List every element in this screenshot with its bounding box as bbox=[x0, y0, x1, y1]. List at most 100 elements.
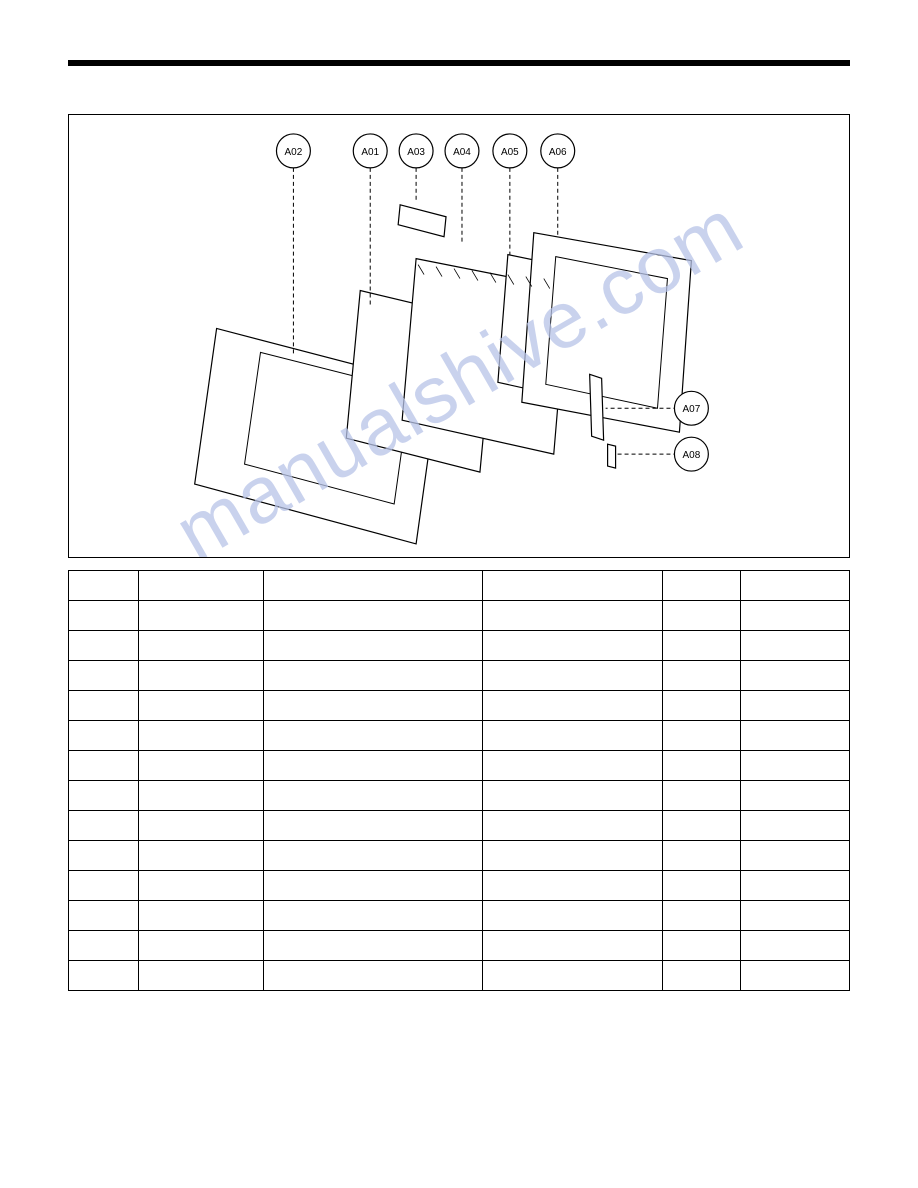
cell bbox=[69, 691, 139, 721]
cell bbox=[139, 691, 264, 721]
cell bbox=[482, 781, 662, 811]
cell bbox=[264, 661, 483, 691]
callout-label-A03: A03 bbox=[407, 147, 425, 158]
cell bbox=[662, 601, 740, 631]
cell bbox=[139, 751, 264, 781]
col-header-rmk3 bbox=[740, 571, 849, 601]
table-row bbox=[69, 751, 850, 781]
cell bbox=[139, 781, 264, 811]
cell bbox=[662, 781, 740, 811]
cell bbox=[69, 781, 139, 811]
cell bbox=[482, 601, 662, 631]
cell bbox=[139, 841, 264, 871]
cell bbox=[740, 601, 849, 631]
cell bbox=[482, 631, 662, 661]
table-row bbox=[69, 661, 850, 691]
cell bbox=[139, 901, 264, 931]
cell bbox=[740, 631, 849, 661]
cell bbox=[69, 961, 139, 991]
cell bbox=[662, 721, 740, 751]
cell bbox=[740, 751, 849, 781]
cell bbox=[264, 751, 483, 781]
cell bbox=[264, 811, 483, 841]
cell bbox=[482, 841, 662, 871]
cell bbox=[740, 931, 849, 961]
callout-label-A04: A04 bbox=[453, 147, 471, 158]
cell bbox=[740, 811, 849, 841]
col-header-desc bbox=[264, 571, 483, 601]
cell bbox=[482, 661, 662, 691]
col-header-part bbox=[139, 571, 264, 601]
cell bbox=[264, 841, 483, 871]
table-row bbox=[69, 871, 850, 901]
cell bbox=[139, 811, 264, 841]
cell bbox=[139, 661, 264, 691]
callout-label-A06: A06 bbox=[549, 147, 567, 158]
cell bbox=[69, 811, 139, 841]
cell bbox=[740, 841, 849, 871]
cell bbox=[662, 751, 740, 781]
cell bbox=[662, 841, 740, 871]
cell bbox=[740, 871, 849, 901]
latch-lever bbox=[590, 374, 604, 440]
cell bbox=[264, 631, 483, 661]
cell bbox=[482, 811, 662, 841]
cell bbox=[482, 931, 662, 961]
cell bbox=[264, 961, 483, 991]
parts-list-table bbox=[68, 570, 850, 991]
cell bbox=[139, 961, 264, 991]
table-row bbox=[69, 691, 850, 721]
cell bbox=[662, 691, 740, 721]
col-header-rmk2 bbox=[662, 571, 740, 601]
bracket bbox=[398, 205, 446, 237]
cell bbox=[139, 721, 264, 751]
table-row bbox=[69, 931, 850, 961]
cell bbox=[264, 871, 483, 901]
table-row bbox=[69, 961, 850, 991]
cell bbox=[740, 961, 849, 991]
table-row bbox=[69, 601, 850, 631]
col-header-rmk1 bbox=[482, 571, 662, 601]
table-row bbox=[69, 811, 850, 841]
cell bbox=[662, 931, 740, 961]
cell bbox=[69, 931, 139, 961]
cell bbox=[69, 721, 139, 751]
door-inner-frame-cutout bbox=[546, 257, 668, 409]
cell bbox=[662, 661, 740, 691]
cell bbox=[69, 901, 139, 931]
cell bbox=[139, 601, 264, 631]
cell bbox=[69, 661, 139, 691]
cell bbox=[740, 781, 849, 811]
callout-label-A07: A07 bbox=[683, 404, 701, 415]
cell bbox=[482, 691, 662, 721]
cell bbox=[740, 661, 849, 691]
table-row bbox=[69, 721, 850, 751]
cell bbox=[740, 901, 849, 931]
cell bbox=[69, 601, 139, 631]
table-row bbox=[69, 901, 850, 931]
cell bbox=[69, 871, 139, 901]
header-rule bbox=[68, 60, 850, 66]
callout-label-A02: A02 bbox=[285, 147, 303, 158]
table-row bbox=[69, 631, 850, 661]
col-header-loc bbox=[69, 571, 139, 601]
cell bbox=[69, 751, 139, 781]
cell bbox=[264, 691, 483, 721]
cell bbox=[264, 721, 483, 751]
cell bbox=[264, 901, 483, 931]
cell bbox=[482, 871, 662, 901]
cell bbox=[740, 721, 849, 751]
table-row bbox=[69, 781, 850, 811]
cell bbox=[482, 751, 662, 781]
cell bbox=[482, 961, 662, 991]
callout-label-A05: A05 bbox=[501, 147, 519, 158]
cell bbox=[482, 901, 662, 931]
cell bbox=[139, 631, 264, 661]
diagram-svg: A02A01A03A04A05A06A07A08 bbox=[69, 115, 849, 558]
cell bbox=[662, 871, 740, 901]
cell bbox=[139, 931, 264, 961]
cell bbox=[482, 721, 662, 751]
cell bbox=[740, 691, 849, 721]
cell bbox=[69, 631, 139, 661]
callout-label-A08: A08 bbox=[683, 450, 701, 461]
